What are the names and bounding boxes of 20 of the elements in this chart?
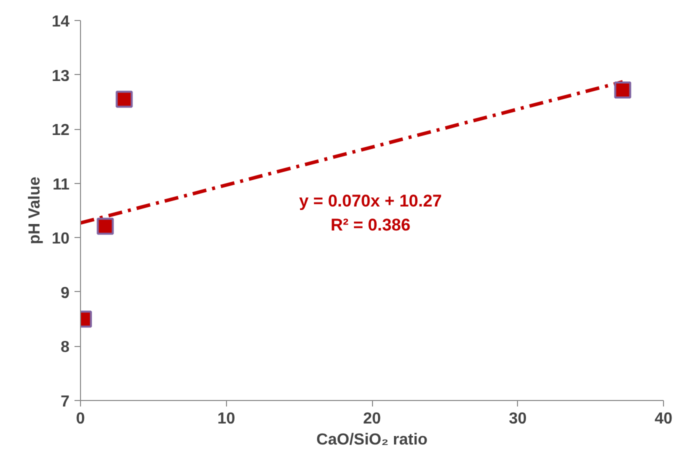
x-tick-label: 30 [508,410,527,428]
annotation: R² = 0.386 [330,216,410,234]
point [96,218,114,235]
y-tick-label: 11 [52,176,70,194]
point [614,81,632,98]
y-tick-label: 8 [60,339,70,356]
x-tick-label: 20 [363,410,381,428]
y-tick-label: 12 [52,122,70,140]
y-axis-title: pH Value [26,176,44,244]
y-tick-label: 14 [52,14,70,30]
y-tick-label: 9 [60,284,70,302]
y-tick-label: 7 [60,394,70,410]
x-tick-label: 0 [76,410,86,428]
annotation: y = 0.070x + 10.27 [299,192,442,210]
x-tick-label: 10 [217,410,236,428]
y-tick-label: 13 [52,68,70,85]
point [116,90,133,108]
y-tick-label: 10 [52,230,70,248]
x-tick-label: 40 [654,410,672,428]
x-axis-title: CaO/SiO₂ ratio [316,432,428,448]
